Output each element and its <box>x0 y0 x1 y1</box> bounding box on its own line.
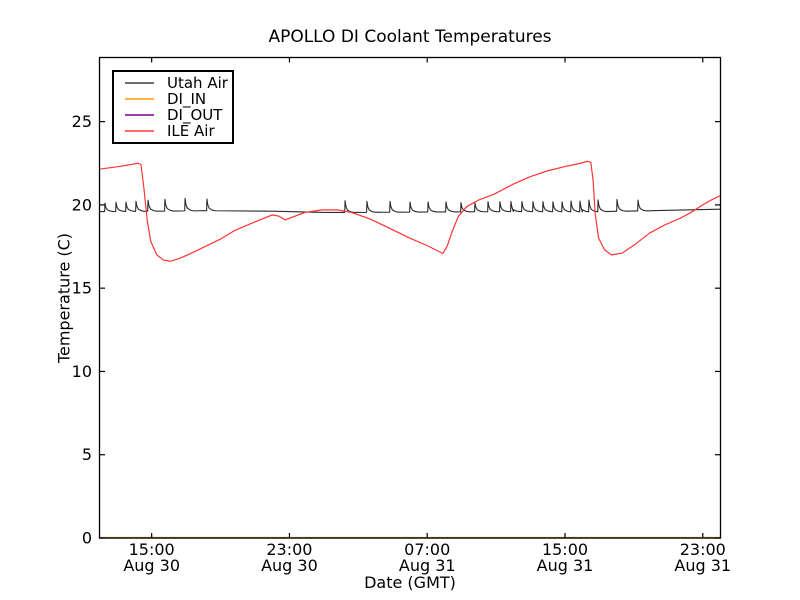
di-in-line-swatch <box>125 98 154 100</box>
y-tick-label: 25 <box>72 112 92 131</box>
x-tick-date-label: Aug 30 <box>261 556 318 575</box>
series-line <box>99 160 721 262</box>
legend-item-di-out: DI_OUT <box>125 107 232 123</box>
y-axis-label: Temperature (C) <box>54 232 74 364</box>
utah-air-line-swatch <box>125 82 154 84</box>
x-tick-time-label: 15:00 <box>129 540 175 559</box>
legend-label: DI_IN <box>167 89 207 108</box>
x-tick-time-label: 23:00 <box>680 540 726 559</box>
y-tick-label: 0 <box>82 529 92 548</box>
y-tick-label: 10 <box>72 362 92 381</box>
legend-label: Utah Air <box>167 73 228 92</box>
x-tick-date-label: Aug 30 <box>123 556 180 575</box>
ile-air-line-swatch <box>125 130 154 132</box>
y-tick-label: 15 <box>72 279 92 298</box>
axes-frame <box>98 56 722 539</box>
di-out-line-swatch <box>125 114 154 116</box>
x-tick-time-label: 07:00 <box>404 540 450 559</box>
series-line <box>99 197 721 213</box>
x-tick-time-label: 15:00 <box>542 540 588 559</box>
legend-item-di-in: DI_IN <box>125 91 232 107</box>
legend-label: DI_OUT <box>167 105 223 124</box>
y-tick-label: 20 <box>72 195 92 214</box>
y-tick-label: 5 <box>82 445 92 464</box>
x-tick-date-label: Aug 31 <box>537 556 594 575</box>
legend: Utah Air DI_IN DI_OUT ILE Air <box>112 70 234 144</box>
chart-title: APOLLO DI Coolant Temperatures <box>268 27 552 47</box>
legend-label: ILE Air <box>167 121 215 140</box>
x-tick-time-label: 23:00 <box>266 540 312 559</box>
x-tick-date-label: Aug 31 <box>674 556 731 575</box>
legend-item-utah-air: Utah Air <box>125 75 232 91</box>
x-axis-label: Date (GMT) <box>364 573 456 592</box>
x-tick-date-label: Aug 31 <box>399 556 456 575</box>
legend-item-ile-air: ILE Air <box>125 123 232 139</box>
